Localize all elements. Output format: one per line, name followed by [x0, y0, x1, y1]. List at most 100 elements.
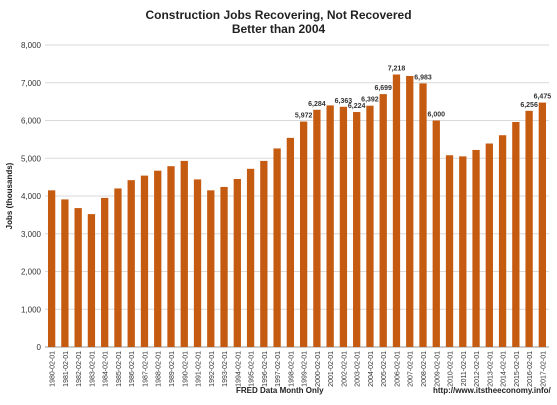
data-label: 5,972: [295, 113, 313, 120]
y-tick-label: 2,000: [21, 268, 42, 277]
data-label: 6,699: [374, 85, 392, 92]
x-tick-label: 1984-02-01: [103, 351, 110, 387]
x-tick-label: 1990-02-01: [182, 351, 189, 387]
bar: [61, 199, 69, 347]
bar: [406, 75, 414, 347]
x-tick-label: 2005-02-01: [381, 351, 388, 387]
bar: [326, 105, 334, 348]
data-label: 6,392: [361, 97, 379, 104]
x-tick-label: 1997-02-01: [275, 351, 282, 387]
x-tick-label: 2016-02-01: [527, 351, 534, 387]
bar: [313, 109, 321, 348]
chart-subtitle: Better than 2004: [231, 22, 326, 36]
bar: [167, 166, 175, 347]
x-tick-label: 2001-02-01: [328, 351, 335, 387]
data-label: 6,475: [534, 94, 552, 101]
data-label: 7,218: [388, 66, 406, 73]
bar: [47, 190, 56, 347]
y-tick-label: 7,000: [21, 79, 42, 88]
y-tick-label: 6,000: [21, 117, 42, 126]
bar: [419, 83, 427, 347]
x-tick-label: 1987-02-01: [142, 351, 149, 387]
y-tick-label: 5,000: [21, 154, 42, 163]
x-tick-label: 1995-02-01: [249, 351, 256, 387]
x-tick-label: 2012-02-01: [474, 351, 481, 387]
x-tick-label: 1981-02-01: [63, 351, 70, 387]
bar: [74, 208, 82, 347]
bar: [525, 110, 533, 347]
y-axis-title: Jobs (thousands): [5, 162, 14, 229]
x-tick-label: 2017-02-01: [540, 351, 547, 387]
x-tick-label: 1994-02-01: [235, 351, 242, 387]
bar: [233, 179, 241, 347]
bar: [432, 120, 440, 347]
website-url: http://www.itstheeconomy.info/: [433, 386, 551, 395]
y-tick-label: 8,000: [21, 41, 42, 50]
bar: [87, 214, 96, 347]
data-label: 6,256: [520, 102, 538, 109]
chart-title: Construction Jobs Recovering, Not Recove…: [145, 8, 412, 22]
bar: [459, 156, 467, 347]
x-tick-label: 1980-02-01: [50, 351, 57, 387]
bar: [485, 143, 493, 347]
data-label: 6,224: [348, 103, 366, 110]
data-label: 6,284: [308, 101, 326, 108]
x-tick-label: 2009-02-01: [434, 351, 441, 387]
x-tick-label: 1985-02-01: [116, 351, 123, 387]
x-tick-label: 1993-02-01: [222, 351, 229, 387]
y-tick-label: 1,000: [21, 305, 42, 314]
data-label: 6,000: [427, 112, 445, 119]
bar: [207, 190, 215, 347]
bar: [180, 160, 188, 347]
x-tick-label: 2008-02-01: [421, 351, 428, 387]
data-label: 6,983: [414, 74, 432, 81]
bar: [299, 121, 308, 347]
source-note: FRED Data Month Only: [236, 386, 324, 395]
x-tick-label: 2010-02-01: [448, 351, 455, 387]
bar: [339, 106, 348, 347]
x-tick-label: 1991-02-01: [196, 351, 203, 387]
x-tick-label: 2000-02-01: [315, 351, 322, 387]
x-tick-label: 2013-02-01: [487, 351, 494, 387]
bar: [246, 168, 255, 347]
bar: [366, 105, 374, 348]
bar: [127, 180, 135, 347]
x-tick-label: 1982-02-01: [76, 351, 83, 387]
bar: [379, 94, 387, 347]
x-tick-label: 2002-02-01: [341, 351, 348, 387]
y-tick-label: 0: [37, 343, 42, 352]
x-tick-label: 2003-02-01: [355, 351, 362, 387]
x-tick-label: 1988-02-01: [156, 351, 163, 387]
bar: [220, 186, 228, 347]
data-label: 6,363: [335, 98, 353, 105]
x-tick-label: 2014-02-01: [501, 351, 508, 387]
x-tick-label: 1989-02-01: [169, 351, 176, 387]
x-tick-label: 2011-02-01: [461, 351, 468, 386]
bar: [260, 160, 268, 347]
x-tick-label: 1996-02-01: [262, 351, 269, 387]
bar: [114, 188, 122, 347]
bar: [353, 112, 361, 347]
x-tick-label: 2004-02-01: [368, 351, 375, 387]
bar: [140, 175, 149, 347]
x-tick-label: 1986-02-01: [129, 351, 136, 387]
x-tick-label: 2007-02-01: [408, 351, 415, 387]
bar: [154, 170, 162, 347]
bar: [512, 122, 520, 347]
x-tick-label: 1992-02-01: [209, 351, 216, 387]
bar: [193, 179, 202, 347]
y-tick-label: 3,000: [21, 230, 42, 239]
bar: [273, 148, 281, 347]
x-tick-label: 1999-02-01: [302, 351, 309, 387]
bar: [498, 135, 507, 347]
x-tick-label: 1998-02-01: [288, 351, 295, 387]
bar: [472, 149, 480, 347]
x-tick-label: 2015-02-01: [514, 351, 521, 387]
y-tick-label: 4,000: [21, 192, 42, 201]
bar: [101, 197, 109, 347]
bar: [392, 74, 401, 347]
bar: [538, 102, 547, 347]
bar: [286, 137, 295, 347]
